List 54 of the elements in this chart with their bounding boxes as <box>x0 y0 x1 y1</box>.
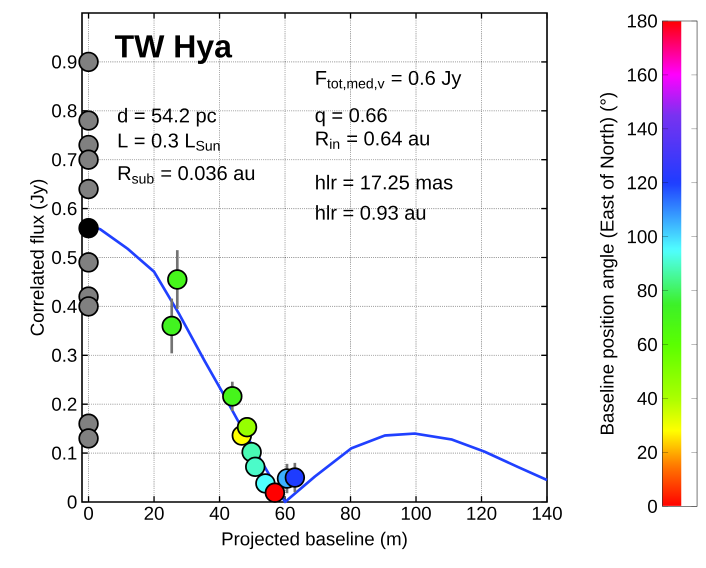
annotation: F$_{tot,med,v}$ = 0.6 Jy <box>316 70 462 90</box>
y-tick-label: 0.4 <box>52 300 77 314</box>
point <box>78 252 99 273</box>
point <box>245 456 266 477</box>
x-axis-title: Projected baseline (m) <box>222 532 407 550</box>
point <box>284 467 306 488</box>
point <box>236 416 258 438</box>
y-tick-label: 0.2 <box>52 398 76 411</box>
annotation: hlr = 0.93 au <box>316 205 426 220</box>
point <box>222 386 243 407</box>
point <box>264 482 286 503</box>
y-tick-label: 0.7 <box>52 153 76 166</box>
x-tick-label: 0 <box>84 506 94 520</box>
x-tick-label: 40 <box>210 506 230 520</box>
color-bar-label: 180 <box>628 14 657 28</box>
annotation: d = 54.2 pc <box>118 108 216 126</box>
point <box>78 296 99 317</box>
annotation: q = 0.66 <box>316 108 387 126</box>
y-tick-label: 0.3 <box>52 348 76 362</box>
color-bar-label: 40 <box>637 392 657 406</box>
text: TW Hya <box>114 35 232 64</box>
x-tick-label: 60 <box>276 506 295 520</box>
color-bar-label: 80 <box>638 284 657 298</box>
point <box>78 178 99 200</box>
point <box>78 52 99 72</box>
point <box>78 110 99 131</box>
y-tick-label: 0.8 <box>52 104 76 118</box>
x-tick-label: 120 <box>467 506 496 520</box>
annotation: R$_{in}$ = 0.64 au <box>316 131 429 149</box>
x-tick-label: 80 <box>340 506 360 520</box>
point <box>78 428 99 449</box>
color-bar-label: 60 <box>638 338 657 352</box>
x-tick-label: 100 <box>402 506 431 520</box>
color-bar-label: 100 <box>628 230 657 244</box>
x-tick-label: 140 <box>532 506 562 520</box>
color-bar-title: Baseline position angle (East of North) (°) <box>600 93 618 434</box>
y-tick-label: 0.9 <box>52 55 76 69</box>
y-tick-label: 0 <box>68 495 77 509</box>
annotation: hlr = 17.25 mas <box>316 174 452 190</box>
y-tick-label: 0.1 <box>52 446 76 460</box>
y-tick-label: 0.5 <box>52 250 77 264</box>
point <box>167 269 188 290</box>
point <box>78 149 99 170</box>
point <box>78 218 99 238</box>
color-bar-label: 160 <box>628 68 657 82</box>
point <box>162 316 182 336</box>
y-tick-label: 0.6 <box>52 202 76 216</box>
color-bar-label: 20 <box>638 446 657 460</box>
color-bar-label: 140 <box>628 122 657 136</box>
annotation: L = 0.3 L$_{Sun}$ <box>118 133 220 151</box>
y-axis-title: Correlated flux (Jy) <box>30 180 48 336</box>
x-tick-label: 20 <box>144 506 164 520</box>
color-bar-label: 120 <box>628 176 657 190</box>
annotation: R$_{sub}$ = 0.036 au <box>118 166 254 184</box>
